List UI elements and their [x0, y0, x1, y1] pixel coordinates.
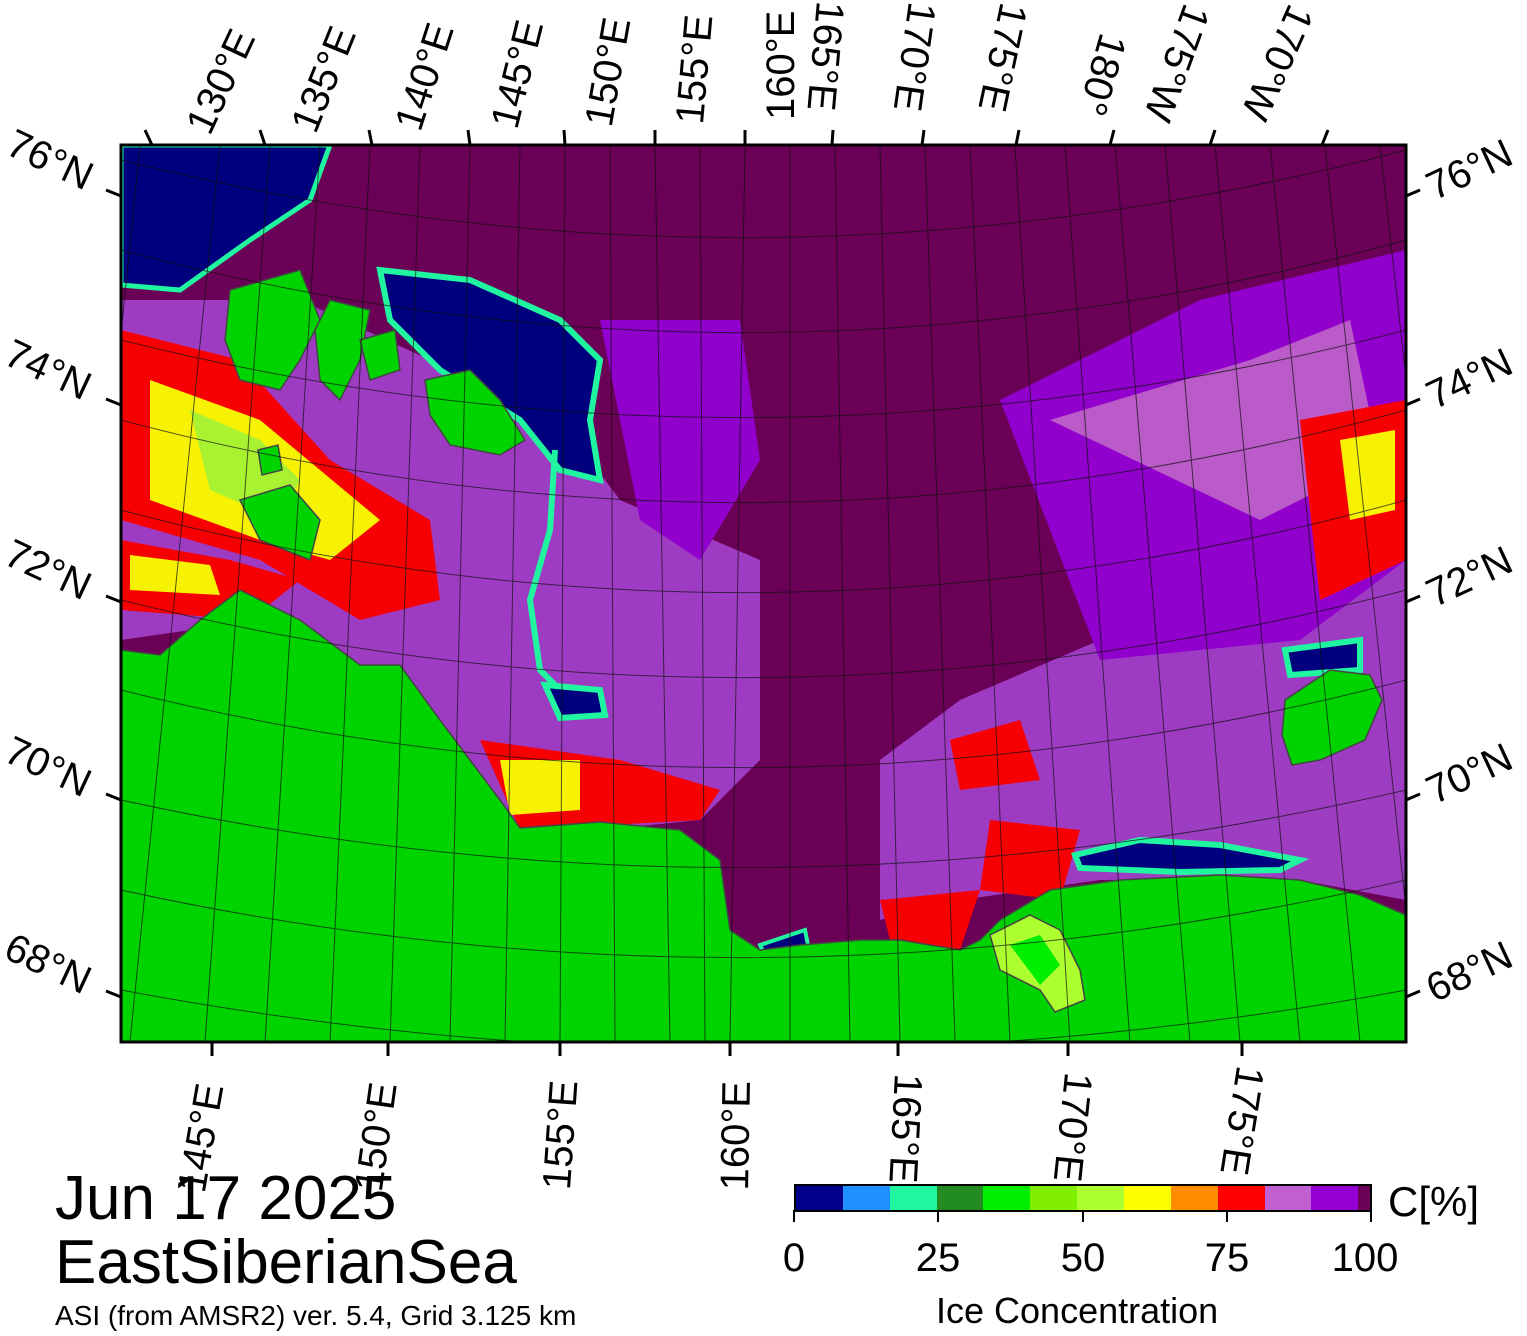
colorbar-unit: C[%] [1388, 1178, 1480, 1225]
colorbar-tick-label: 25 [915, 1236, 961, 1280]
bottom-lon-label: 160°E [713, 1080, 759, 1191]
colorbar-swatch [889, 1186, 937, 1210]
top-lon-label: 165°E [798, 0, 852, 113]
colorbar-title: Ice Concentration [936, 1290, 1219, 1331]
ice-pack-bay [540, 681, 609, 722]
bennett-island-area [359, 329, 401, 381]
ice-pack-chukchi-edge [1070, 836, 1310, 876]
faddeyevsky-island [314, 299, 371, 402]
bottom-ticks [210, 1042, 1244, 1056]
colorbar-tick [1226, 1210, 1228, 1222]
colorbar-tick-label: 50 [1060, 1236, 1106, 1280]
colorbar-swatch [1217, 1186, 1265, 1210]
ice-pack-wrangel-north [1281, 636, 1363, 679]
bottom-lon-label: 165°E [880, 1072, 930, 1185]
colorbar-tick [937, 1210, 939, 1222]
colorbar-tick-label: 75 [1204, 1236, 1250, 1280]
colorbar-tick-label: 0 [782, 1236, 806, 1280]
colorbar-tick-label: 100 [1331, 1236, 1399, 1280]
colorbar-swatch [1077, 1186, 1125, 1210]
colorbar-swatch [1124, 1186, 1171, 1210]
top-lon-label: 155°E [668, 12, 722, 126]
colorbar-swatch [936, 1186, 984, 1210]
product-info: ASI (from AMSR2) ver. 5.4, Grid 3.125 km [55, 1300, 577, 1331]
region-name: EastSiberianSea [55, 1228, 517, 1297]
ice-pack-northwest [121, 145, 333, 293]
colorbar-swatch [1358, 1186, 1371, 1210]
bottom-lon-label: 155°E [535, 1078, 587, 1192]
colorbar [794, 1184, 1372, 1212]
colorbar-swatch [1311, 1186, 1359, 1210]
ice-pack-new-siberian [376, 266, 604, 485]
colorbar-swatch [1264, 1186, 1312, 1210]
small-island [257, 444, 283, 476]
colorbar-swatch [842, 1186, 890, 1210]
kotelny-island [224, 269, 321, 391]
colorbar-swatch [1170, 1186, 1218, 1210]
colorbar-swatch [796, 1186, 843, 1210]
wrangel-island [1281, 669, 1383, 766]
mainland-siberia [121, 589, 1406, 1042]
colorbar-tick [1082, 1210, 1084, 1222]
new-siberia-island [424, 369, 527, 456]
fast-ice-channel [526, 449, 573, 703]
colorbar-swatch [1030, 1186, 1078, 1210]
colorbar-tick [1370, 1210, 1372, 1222]
top-ticks [143, 129, 1330, 146]
colorbar-tick [793, 1210, 795, 1222]
side-ticks [105, 188, 1421, 999]
graticule [121, 145, 1406, 1042]
map-frame [119, 143, 1408, 1044]
bolshoy-lyakhovsky-island [238, 484, 321, 562]
map-date: Jun 17 2025 [55, 1164, 397, 1233]
colorbar-swatch [983, 1186, 1031, 1210]
